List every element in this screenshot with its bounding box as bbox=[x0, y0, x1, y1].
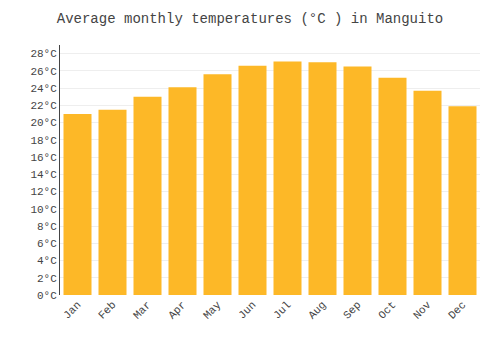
svg-text:6°C: 6°C bbox=[37, 238, 57, 250]
svg-text:4°C: 4°C bbox=[37, 255, 57, 267]
svg-text:24°C: 24°C bbox=[30, 83, 57, 95]
svg-text:Oct: Oct bbox=[376, 299, 398, 321]
svg-text:Jul: Jul bbox=[271, 299, 293, 321]
svg-text:20°C: 20°C bbox=[30, 117, 57, 129]
svg-text:Dec: Dec bbox=[446, 299, 468, 321]
svg-text:Apr: Apr bbox=[166, 299, 188, 321]
svg-text:0°C: 0°C bbox=[37, 290, 57, 302]
svg-text:Average monthly temperatures (: Average monthly temperatures (°C ) in Ma… bbox=[57, 11, 443, 27]
svg-text:Sep: Sep bbox=[341, 299, 363, 321]
svg-text:Jan: Jan bbox=[61, 299, 83, 321]
svg-text:14°C: 14°C bbox=[30, 169, 57, 181]
svg-text:18°C: 18°C bbox=[30, 135, 57, 147]
svg-text:Aug: Aug bbox=[306, 299, 328, 321]
svg-text:28°C: 28°C bbox=[30, 48, 57, 60]
svg-text:Jun: Jun bbox=[236, 299, 258, 321]
svg-text:10°C: 10°C bbox=[30, 204, 57, 216]
svg-text:8°C: 8°C bbox=[37, 221, 57, 233]
svg-text:Feb: Feb bbox=[96, 299, 118, 321]
svg-text:16°C: 16°C bbox=[30, 152, 57, 164]
svg-text:2°C: 2°C bbox=[37, 273, 57, 285]
svg-text:22°C: 22°C bbox=[30, 100, 57, 112]
svg-text:12°C: 12°C bbox=[30, 186, 57, 198]
svg-text:Nov: Nov bbox=[411, 299, 434, 322]
svg-text:26°C: 26°C bbox=[30, 66, 57, 78]
svg-text:May: May bbox=[201, 299, 224, 322]
svg-text:Mar: Mar bbox=[131, 299, 153, 321]
